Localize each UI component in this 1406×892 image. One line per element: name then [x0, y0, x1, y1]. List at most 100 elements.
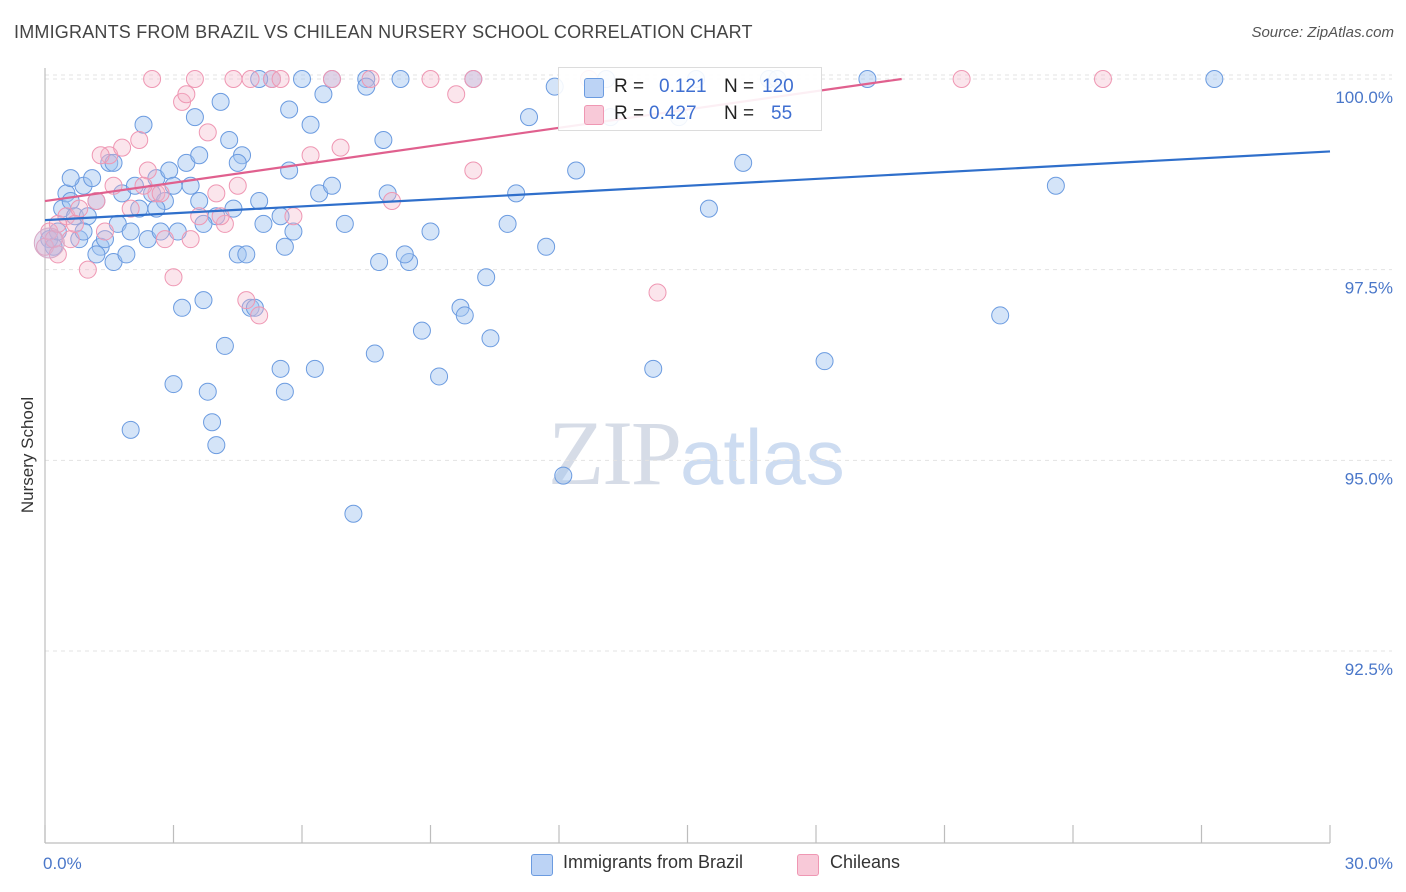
legend-swatch-brazil — [584, 78, 604, 98]
data-point-brazil — [344, 504, 363, 523]
data-point-brazil — [430, 367, 449, 386]
data-point-brazil — [391, 70, 410, 88]
data-point-brazil — [305, 359, 324, 378]
data-point-brazil — [271, 359, 290, 378]
data-point-chileans — [1093, 70, 1112, 88]
data-point-brazil — [1205, 70, 1224, 88]
data-point-chileans — [91, 146, 110, 165]
chart-title: IMMIGRANTS FROM BRAZIL VS CHILEAN NURSER… — [14, 22, 753, 42]
data-point-chileans — [207, 184, 226, 203]
data-point-brazil — [190, 192, 209, 211]
tick-labels: 100.0% 97.5% 95.0% 92.5% 0.0% 30.0% — [43, 88, 1393, 873]
data-point-chileans — [361, 70, 380, 88]
data-point-brazil — [160, 161, 179, 180]
trend-line-brazil — [44, 150, 1331, 222]
legend-r-label-brazil: R = — [614, 76, 645, 97]
data-point-brazil — [121, 420, 140, 439]
data-point-chileans — [138, 161, 157, 180]
data-point-brazil — [498, 214, 517, 233]
legend-r-value-brazil: 0.121 — [659, 76, 707, 97]
data-point-brazil — [237, 245, 256, 264]
data-point-brazil — [117, 245, 136, 264]
data-point-brazil — [537, 237, 556, 256]
data-point-chileans — [284, 207, 303, 226]
data-point-brazil — [567, 161, 586, 180]
data-point-chileans — [447, 85, 466, 104]
data-point-brazil — [644, 359, 663, 378]
data-point-brazil — [215, 336, 234, 355]
legend-r-value-chileans: 0.427 — [649, 103, 697, 124]
data-point-brazil — [194, 291, 213, 310]
data-point-brazil — [395, 245, 414, 264]
data-point-brazil — [220, 131, 239, 150]
source-label: Source: ZipAtlas.com — [1251, 24, 1394, 41]
watermark-atlas: atlas — [680, 413, 845, 501]
data-point-brazil — [173, 298, 192, 317]
data-point-chileans — [237, 291, 256, 310]
bottom-legend-label-brazil: Immigrants from Brazil — [563, 852, 744, 872]
watermark: ZIPatlas — [548, 400, 845, 506]
data-point-brazil — [301, 115, 320, 134]
legend-r-label-chileans: R = — [614, 103, 645, 124]
data-point-brazil — [991, 306, 1010, 325]
data-point-chileans — [61, 230, 80, 249]
bottom-legend-swatch-chileans — [797, 854, 819, 876]
data-point-brazil — [293, 70, 311, 88]
legend-n-value-chileans: 55 — [771, 103, 793, 124]
data-point-chileans — [331, 138, 350, 157]
data-point-brazil — [211, 92, 230, 111]
data-point-chileans — [185, 70, 204, 88]
data-point-brazil — [421, 222, 440, 241]
data-point-chileans — [464, 70, 483, 88]
data-point-chileans — [421, 70, 440, 88]
data-point-chileans — [250, 306, 269, 325]
data-point-chileans — [464, 161, 483, 180]
watermark-zip: ZIP — [548, 402, 682, 504]
stats-legend: R = 0.121 N = 120 R = 0.427 N = 55 — [558, 67, 822, 131]
data-point-brazil — [254, 214, 273, 233]
data-point-chileans — [190, 207, 209, 226]
data-point-chileans — [241, 70, 260, 88]
data-point-brazil — [314, 85, 333, 104]
data-point-brazil — [203, 413, 222, 432]
data-point-chileans — [181, 230, 200, 249]
data-point-chileans — [198, 123, 217, 142]
legend-n-label-brazil: N = — [724, 76, 755, 97]
data-point-brazil — [207, 436, 226, 455]
data-point-brazil — [185, 108, 204, 127]
data-point-chileans — [155, 230, 174, 249]
y-tick-label: 97.5% — [1345, 279, 1393, 298]
data-point-brazil — [370, 253, 389, 272]
data-point-brazil — [335, 214, 354, 233]
data-point-chileans — [228, 176, 247, 195]
data-point-chileans — [121, 199, 140, 218]
axes — [44, 68, 1331, 844]
data-point-brazil — [228, 153, 247, 172]
data-point-chileans — [164, 268, 183, 287]
data-point-cluster — [33, 227, 65, 259]
data-point-brazil — [412, 321, 431, 340]
x-tick-label-max: 30.0% — [1345, 854, 1393, 873]
y-tick-label: 100.0% — [1335, 88, 1393, 107]
y-tick-label: 95.0% — [1345, 469, 1393, 488]
legend-swatch-chileans — [584, 105, 604, 125]
data-point-brazil — [198, 382, 217, 401]
data-point-brazil — [87, 245, 106, 264]
data-point-brazil — [481, 329, 500, 348]
data-point-brazil — [477, 268, 496, 287]
data-point-brazil — [121, 222, 140, 241]
data-point-brazil — [275, 382, 294, 401]
data-point-chileans — [113, 138, 132, 157]
legend-n-value-brazil: 120 — [762, 76, 794, 97]
data-point-brazil — [554, 466, 573, 485]
data-point-chileans — [151, 184, 170, 203]
data-point-chileans — [95, 222, 114, 241]
data-point-chileans — [322, 70, 341, 88]
data-point-brazil — [322, 176, 341, 195]
data-point-chileans — [70, 199, 89, 218]
data-point-brazil — [61, 169, 80, 188]
data-point-chileans — [648, 283, 667, 302]
bottom-legend-label-chileans: Chileans — [830, 852, 901, 872]
data-point-brazil — [699, 199, 718, 218]
